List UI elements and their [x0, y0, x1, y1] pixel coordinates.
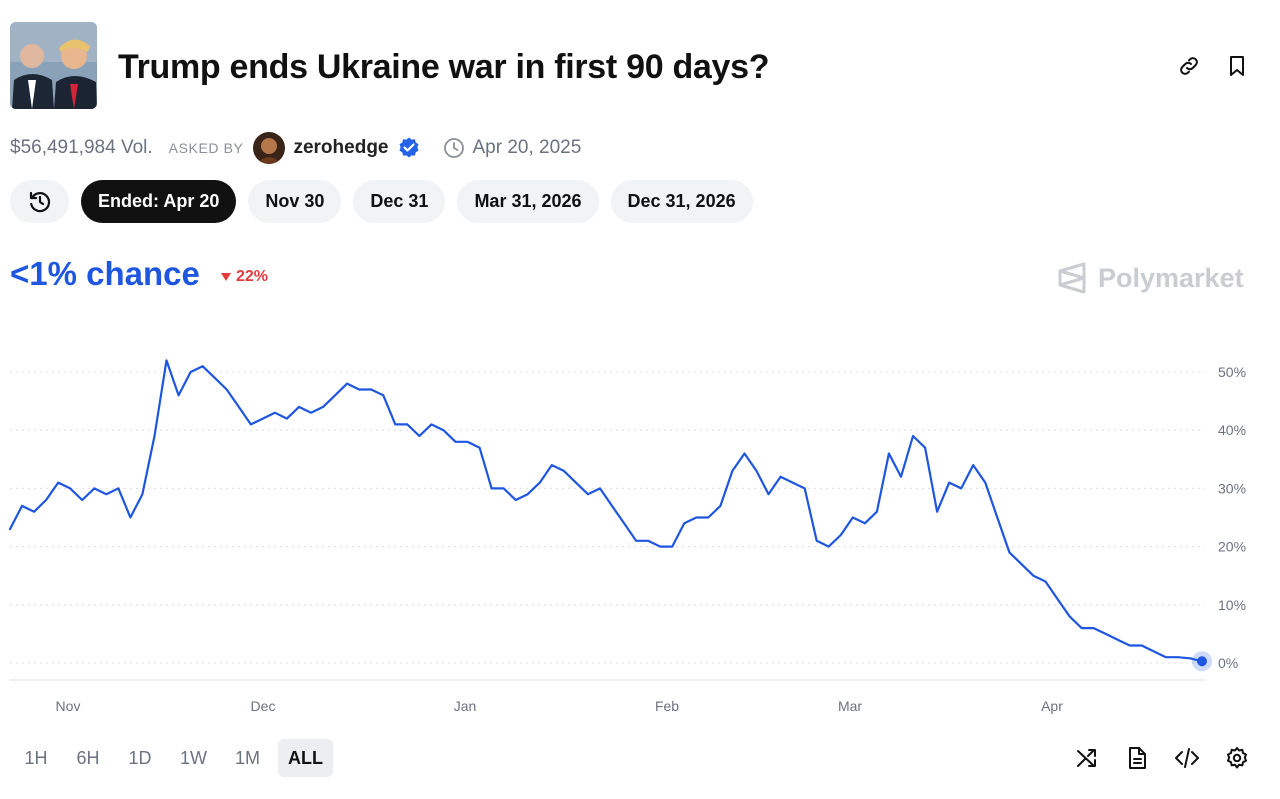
x-tick-label: Feb	[655, 698, 679, 714]
document-icon[interactable]	[1124, 742, 1150, 774]
clock-icon	[443, 137, 465, 159]
shuffle-icon[interactable]	[1074, 742, 1100, 774]
tab-nov-30[interactable]: Nov 30	[248, 180, 342, 223]
market-title: Trump ends Ukraine war in first 90 days?	[118, 48, 770, 86]
range-1h[interactable]: 1H	[24, 747, 48, 768]
polymarket-icon	[1058, 262, 1086, 294]
brand-name: Polymarket	[1098, 262, 1244, 293]
market-meta: $56,491,984 Vol. ASKED BY zerohedge Apr …	[10, 131, 581, 165]
bookmark-icon[interactable]	[1223, 52, 1251, 80]
asked-by-label: ASKED BY	[168, 140, 244, 156]
code-icon[interactable]	[1174, 742, 1200, 774]
settings-icon[interactable]	[1224, 742, 1250, 774]
y-tick-label: 50%	[1218, 364, 1246, 380]
market-image	[10, 22, 97, 109]
y-axis-labels: 50% 40% 30% 20% 10% 0%	[1218, 364, 1246, 671]
y-tick-label: 0%	[1218, 655, 1238, 671]
market-header: Trump ends Ukraine war in first 90 days?	[10, 22, 1270, 110]
end-date: Apr 20, 2025	[472, 137, 582, 158]
chart-toolbar	[1074, 742, 1250, 774]
y-tick-label: 20%	[1218, 539, 1246, 555]
price-line	[8, 359, 1204, 663]
tab-mar-31-2026[interactable]: Mar 31, 2026	[457, 180, 599, 223]
y-tick-label: 40%	[1218, 422, 1246, 438]
range-1w[interactable]: 1W	[180, 747, 207, 768]
author-avatar[interactable]	[253, 132, 286, 164]
history-button[interactable]	[10, 180, 69, 223]
range-1d[interactable]: 1D	[128, 747, 152, 768]
tab-dec-31[interactable]: Dec 31	[353, 180, 446, 223]
x-axis-labels: Nov Dec Jan Feb Mar Apr	[56, 698, 1064, 714]
x-tick-label: Dec	[251, 698, 276, 714]
x-tick-label: Mar	[838, 698, 862, 714]
price-chart[interactable]: 50% 40% 30% 20% 10% 0% Nov Dec Jan Feb Mar Apr	[0, 300, 1280, 730]
tab-dec-31-2026[interactable]: Dec 31, 2026	[610, 180, 753, 223]
chart-grid	[10, 371, 1205, 664]
change-indicator: 22%	[220, 268, 268, 286]
change-value: 22%	[236, 268, 269, 285]
time-range-tabs: 1H 6H 1D 1W 1M ALL	[14, 739, 334, 777]
x-tick-label: Apr	[1041, 698, 1063, 714]
range-6h[interactable]: 6H	[76, 747, 100, 768]
author-name[interactable]: zerohedge	[293, 137, 389, 158]
x-tick-label: Jan	[454, 698, 477, 714]
y-tick-label: 10%	[1218, 597, 1246, 613]
current-price-dot	[1197, 656, 1207, 667]
range-1m[interactable]: 1M	[235, 747, 261, 768]
down-triangle-icon	[221, 273, 231, 281]
verified-badge-icon	[397, 136, 421, 160]
polymarket-logo: Polymarket	[1056, 261, 1244, 295]
chance-text: <1% chance	[10, 255, 200, 292]
range-all[interactable]: ALL	[278, 739, 334, 777]
x-tick-label: Nov	[56, 698, 81, 714]
volume-text: $56,491,984 Vol.	[10, 137, 153, 158]
tab-ended-apr-20[interactable]: Ended: Apr 20	[81, 180, 237, 223]
date-tabs: Ended: Apr 20 Nov 30 Dec 31 Mar 31, 2026…	[10, 180, 753, 223]
link-icon[interactable]	[1175, 52, 1203, 80]
y-tick-label: 30%	[1218, 480, 1246, 496]
